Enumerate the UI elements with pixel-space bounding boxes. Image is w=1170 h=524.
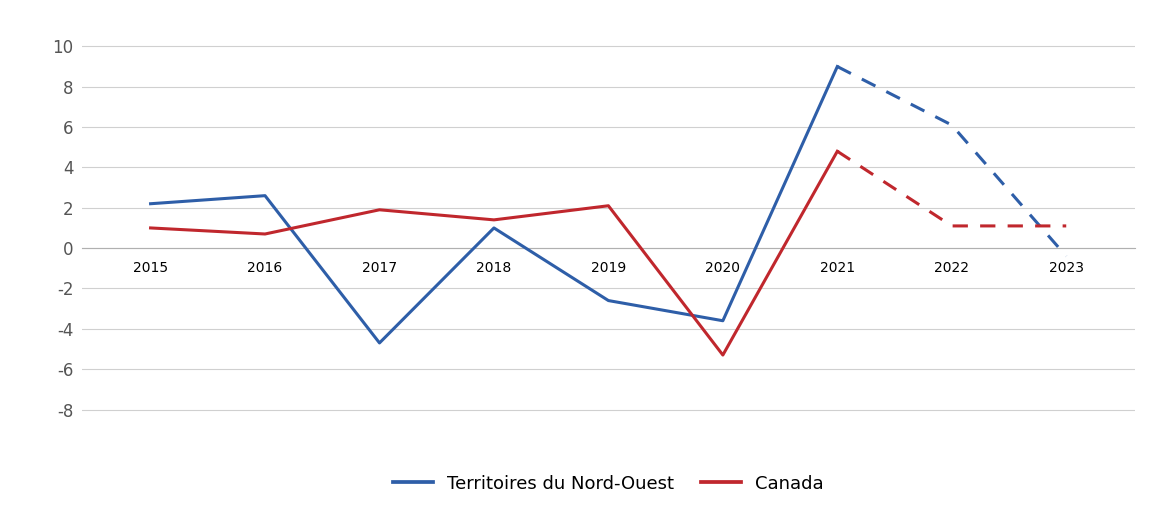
Legend: Territoires du Nord-Ouest, Canada: Territoires du Nord-Ouest, Canada bbox=[393, 475, 824, 493]
